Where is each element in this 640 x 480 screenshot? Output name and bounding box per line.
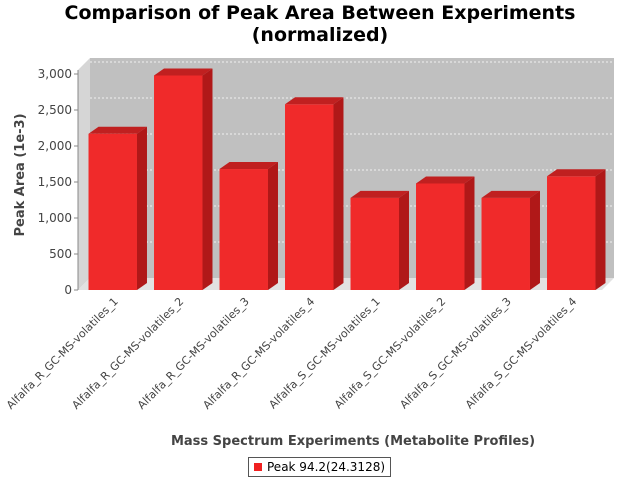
bar: [88, 126, 147, 290]
x-axis-label: Mass Spectrum Experiments (Metabolite Pr…: [171, 434, 535, 449]
bar: [350, 190, 409, 290]
y-tick-label: 500: [49, 247, 72, 261]
x-tick-label: Alfalfa_R_GC-MS-volatiles_1: [4, 295, 121, 412]
bar-front: [416, 183, 465, 290]
bar-top: [88, 126, 147, 134]
bar-side: [595, 169, 606, 290]
x-tick-label: Alfalfa_R_GC-MS-volatiles_2: [69, 295, 186, 412]
bar-side: [464, 176, 475, 290]
bar-front: [219, 169, 268, 290]
x-tick-label: Alfalfa_R_GC-MS-volatiles_4: [200, 295, 317, 412]
bar-side: [202, 68, 213, 290]
chart-title: Comparison of Peak Area Between Experime…: [0, 2, 640, 46]
y-tick-label: 2,500: [38, 103, 72, 117]
y-tick-label: 2,000: [38, 139, 72, 153]
bar: [285, 97, 344, 291]
bar: [416, 176, 475, 290]
bar: [154, 68, 213, 290]
bar-top: [154, 68, 213, 76]
x-tick-label: Alfalfa_S_GC-MS-volatiles_2: [332, 295, 448, 411]
bar-top: [350, 190, 409, 198]
y-tick-label: 1,000: [38, 211, 72, 225]
y-tick-label: 1,500: [38, 175, 72, 189]
y-tick-label: 0: [64, 283, 72, 297]
chart-title-line-1: Comparison of Peak Area Between Experime…: [64, 2, 576, 24]
y-axis: 0 500 1,000 1,500 2,000 2,500 3,000: [38, 67, 79, 297]
bars: [88, 68, 606, 291]
bar-top: [285, 97, 344, 105]
legend-swatch: [254, 463, 262, 471]
chart-title-line-2: (normalized): [251, 24, 389, 46]
bar-front: [481, 197, 530, 290]
x-tick-label: Alfalfa_R_GC-MS-volatiles_3: [135, 295, 252, 412]
y-axis-label: Peak Area (1e-3): [13, 113, 28, 236]
bar: [547, 169, 606, 290]
bar-front: [547, 176, 596, 290]
bar-front: [285, 104, 334, 291]
bar-side: [398, 190, 409, 290]
bar-front: [154, 75, 203, 290]
y-tick-label: 3,000: [38, 67, 72, 81]
bar: [219, 162, 278, 290]
bar-front: [88, 133, 137, 290]
plot-left-wall: [78, 58, 90, 290]
x-axis: Alfalfa_R_GC-MS-volatiles_1Alfalfa_R_GC-…: [4, 295, 579, 412]
bar-top: [219, 162, 278, 170]
bar-front: [350, 197, 399, 290]
bar-top: [416, 176, 475, 184]
bar-side: [136, 126, 147, 290]
x-tick-label: Alfalfa_S_GC-MS-volatiles_3: [397, 295, 513, 411]
bar-top: [547, 169, 606, 177]
legend: Peak 94.2(24.3128): [248, 457, 392, 477]
bar-side: [529, 190, 540, 290]
bar-side: [267, 162, 278, 290]
bar: [481, 190, 540, 290]
x-tick-label: Alfalfa_S_GC-MS-volatiles_1: [266, 295, 382, 411]
x-tick-label: Alfalfa_S_GC-MS-volatiles_4: [463, 295, 579, 411]
bar-side: [333, 97, 344, 291]
legend-label: Peak 94.2(24.3128): [267, 460, 386, 474]
bar-top: [481, 190, 540, 198]
